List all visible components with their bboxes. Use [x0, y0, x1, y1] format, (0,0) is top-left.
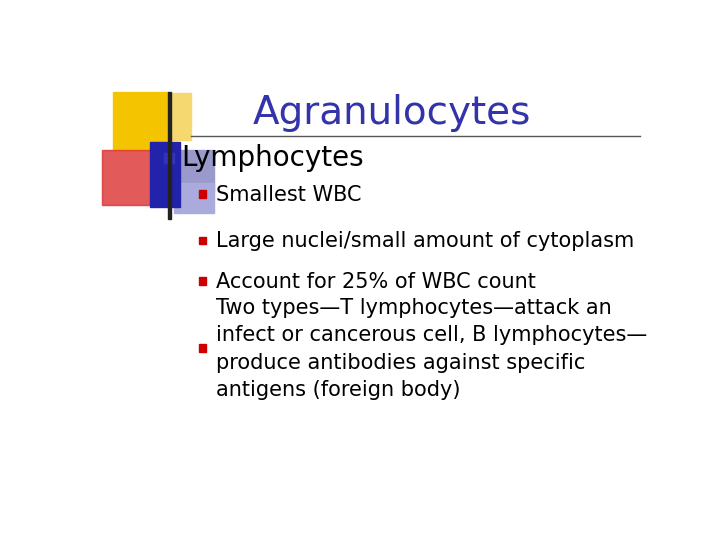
Text: Large nuclei/small amount of cytoplasm: Large nuclei/small amount of cytoplasm: [216, 231, 634, 251]
Bar: [199, 345, 206, 352]
Bar: [174, 150, 214, 192]
Bar: [199, 190, 206, 198]
Bar: [102, 150, 158, 205]
Bar: [174, 184, 214, 213]
Bar: [150, 92, 191, 140]
Text: Agranulocytes: Agranulocytes: [253, 93, 531, 132]
Bar: [168, 92, 171, 219]
Bar: [163, 153, 174, 164]
Bar: [199, 278, 206, 285]
Bar: [102, 150, 158, 205]
Text: Account for 25% of WBC count: Account for 25% of WBC count: [216, 272, 536, 292]
Text: Two types—T lymphocytes—attack an
infect or cancerous cell, B lymphocytes—
produ: Two types—T lymphocytes—attack an infect…: [216, 298, 647, 400]
Bar: [150, 142, 180, 207]
Text: Lymphocytes: Lymphocytes: [181, 144, 364, 172]
Bar: [113, 92, 169, 150]
Bar: [199, 237, 206, 244]
Text: Smallest WBC: Smallest WBC: [216, 185, 362, 205]
